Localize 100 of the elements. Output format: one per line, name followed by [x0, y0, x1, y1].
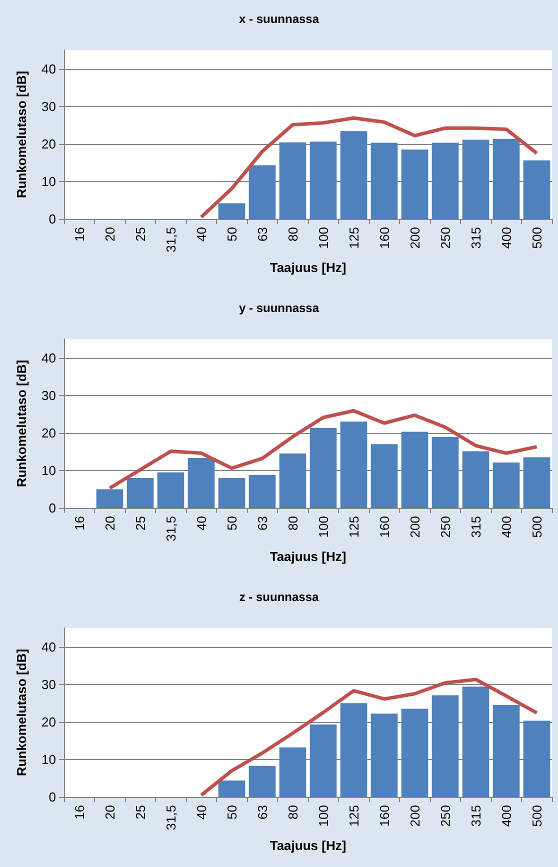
- bar: [126, 478, 154, 508]
- bar: [157, 472, 184, 508]
- x-tick-label: 125: [346, 805, 362, 827]
- bar: [310, 724, 337, 797]
- bar: [492, 462, 520, 508]
- x-tick-label: 500: [529, 227, 544, 249]
- x-tick-label: 31,5: [163, 805, 178, 830]
- chart-title: z - suunnassa: [239, 590, 319, 604]
- bar: [218, 780, 246, 797]
- x-tick-label: 100: [316, 805, 331, 827]
- bar: [462, 451, 490, 508]
- y-tick-label: 10: [42, 462, 56, 478]
- x-tick-label: 16: [72, 805, 87, 820]
- x-axis-title: Taajuus [Hz]: [270, 549, 346, 564]
- bar: [218, 203, 246, 219]
- x-tick-label: 500: [529, 805, 544, 827]
- x-tick-label: 200: [407, 227, 422, 249]
- x-tick-label: 400: [498, 227, 514, 249]
- y-axis-title: Runkomelutaso [dB]: [14, 70, 29, 198]
- bar: [401, 708, 428, 797]
- bar: [401, 432, 428, 508]
- x-tick-label: 80: [285, 516, 300, 530]
- x-tick-label: 31,5: [163, 227, 178, 252]
- chart-title: y - suunnassa: [238, 301, 320, 315]
- bar: [96, 489, 124, 508]
- bar: [340, 131, 368, 219]
- bar: [340, 703, 368, 797]
- bar: [370, 714, 398, 797]
- x-tick-label: 50: [224, 805, 240, 820]
- chart-title: x - suunnassa: [238, 12, 320, 26]
- x-tick-label: 250: [438, 805, 453, 827]
- y-axis-title: Runkomelutaso [dB]: [14, 360, 29, 488]
- bar: [523, 457, 550, 508]
- x-tick-label: 200: [407, 805, 422, 827]
- bar: [310, 428, 337, 508]
- x-tick-label: 40: [194, 227, 209, 242]
- x-tick-label: 40: [194, 516, 209, 530]
- x-tick-label: 160: [376, 516, 392, 538]
- x-tick-label: 16: [72, 516, 87, 530]
- bar: [492, 139, 520, 219]
- y-tick-label: 20: [42, 136, 56, 152]
- y-tick-label: 0: [48, 790, 56, 804]
- y-axis-title: Runkomelutaso [dB]: [14, 648, 29, 776]
- bar: [462, 140, 490, 219]
- x-tick-label: 40: [194, 805, 209, 820]
- x-tick-label: 50: [224, 516, 240, 530]
- y-tick-label: 10: [42, 174, 56, 189]
- x-tick-label: 80: [285, 227, 300, 242]
- bar: [401, 150, 428, 219]
- x-tick-label: 315: [468, 805, 484, 827]
- x-tick-label: 63: [254, 516, 270, 530]
- x-axis-title: Taajuus [Hz]: [270, 260, 346, 275]
- x-tick-label: 100: [316, 227, 331, 249]
- bar: [188, 458, 215, 508]
- y-tick-label: 0: [48, 212, 56, 226]
- x-tick-label: 400: [498, 516, 514, 538]
- bar: [462, 686, 490, 797]
- x-tick-label: 250: [438, 516, 453, 538]
- x-tick-label: 200: [407, 516, 422, 538]
- line-series: [200, 678, 538, 797]
- bar: [432, 437, 459, 508]
- bar: [248, 474, 276, 508]
- x-tick-label: 125: [346, 516, 362, 538]
- bar: [492, 704, 520, 797]
- x-tick-label: 20: [102, 227, 118, 242]
- bar: [218, 478, 246, 508]
- bar: [340, 422, 368, 508]
- bar: [523, 720, 550, 797]
- x-tick-label: 20: [102, 805, 118, 820]
- x-tick-label: 315: [468, 516, 484, 538]
- y-tick-label: 40: [42, 639, 56, 654]
- bar: [432, 142, 459, 219]
- x-tick-label: 400: [498, 805, 514, 827]
- bar: [523, 160, 550, 219]
- y-tick-label: 0: [48, 500, 56, 516]
- line-series: [108, 408, 538, 490]
- y-tick-label: 30: [42, 388, 56, 403]
- bar: [248, 165, 276, 219]
- y-tick-label: 20: [42, 425, 56, 440]
- x-tick-label: 500: [529, 516, 544, 538]
- bar: [279, 142, 306, 219]
- x-axis-title: Taajuus [Hz]: [270, 838, 346, 853]
- x-tick-label: 20: [102, 516, 118, 530]
- x-tick-label: 63: [254, 805, 270, 820]
- bar: [279, 747, 306, 797]
- x-tick-label: 16: [72, 227, 87, 242]
- x-tick-label: 50: [224, 227, 240, 242]
- x-tick-label: 25: [132, 227, 148, 242]
- x-tick-label: 63: [254, 227, 270, 242]
- y-tick-label: 30: [42, 98, 56, 114]
- x-tick-label: 80: [285, 805, 300, 820]
- line-series: [200, 116, 538, 219]
- bar: [370, 142, 398, 219]
- x-tick-label: 25: [132, 516, 148, 530]
- x-tick-label: 315: [468, 227, 484, 249]
- bar: [310, 142, 337, 219]
- bar: [279, 454, 306, 508]
- y-tick-label: 30: [42, 676, 56, 692]
- x-tick-label: 31,5: [163, 516, 178, 542]
- y-tick-label: 10: [42, 752, 56, 767]
